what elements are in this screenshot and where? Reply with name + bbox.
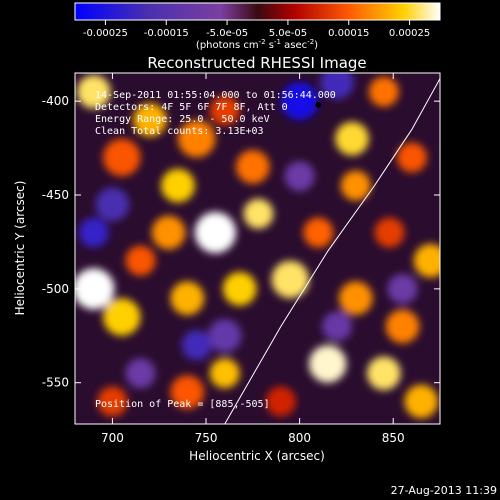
heatmap-blob <box>385 309 420 344</box>
heatmap-blob <box>335 121 369 156</box>
colorbar-tick-label: 0.00015 <box>328 28 369 39</box>
heatmap-blob <box>265 386 296 417</box>
heatmap-blob <box>209 95 240 126</box>
heatmap-blob <box>177 119 216 158</box>
heatmap-blob <box>271 260 309 299</box>
heatmap-blob <box>170 281 205 316</box>
heatmap-blob <box>280 82 319 120</box>
colorbar-tick-label: 5.0e-05 <box>269 28 307 39</box>
heatmap-blob <box>387 273 418 304</box>
heatmap-blob <box>367 356 401 391</box>
heatmap-blob <box>209 358 240 389</box>
heatmap-blob <box>133 103 167 137</box>
heatmap-blob <box>404 384 439 419</box>
heatmap-blobs <box>75 73 440 419</box>
heatmap-blob <box>125 358 156 389</box>
colorbar-ticks: -0.00025 -0.00015 -5.0e-05 5.0e-05 0.00015 0.… <box>83 20 430 39</box>
heatmap-blob <box>75 268 115 310</box>
heatmap-blob <box>194 211 236 254</box>
colorbar-tick-label: 0.00025 <box>389 28 430 39</box>
heatmap-blob <box>322 311 353 342</box>
heatmap-blob <box>284 161 315 192</box>
colorbar-unit: (photons cm-2 s-1 asec-2) <box>196 38 318 51</box>
y-tick-label: -500 <box>42 282 69 296</box>
heatmap-blob <box>170 375 205 409</box>
x-tick-label: 750 <box>195 431 218 445</box>
x-tick-label: 700 <box>101 431 124 445</box>
chart-title: Reconstructed RHESSI Image <box>147 54 366 72</box>
heatmap-blob <box>95 187 130 222</box>
heatmap-blob <box>413 243 440 278</box>
x-axis-ticks: 700 750 800 850 <box>101 73 405 445</box>
heatmap-blob <box>207 318 242 353</box>
y-tick-label: -450 <box>42 188 69 202</box>
y-tick-label: -550 <box>42 376 69 390</box>
heatmap-blob <box>181 330 212 361</box>
heatmap-blob <box>374 217 405 248</box>
heatmap-blob <box>338 281 373 316</box>
heatmap-blob <box>308 345 347 383</box>
heatmap-blob <box>151 215 186 250</box>
y-axis-ticks: -400 -450 -500 -550 <box>42 94 440 390</box>
footer-date: 27-Aug-2013 11:39 <box>391 484 497 497</box>
heatmap-blob <box>78 217 109 248</box>
heatmap-blob <box>235 150 270 184</box>
colorbar-tick-label: -0.00025 <box>83 28 128 39</box>
heatmap-blob <box>76 74 111 109</box>
annotation-detectors: Detectors: 4F 5F 6F 7F 8F, Att 0 <box>95 102 288 113</box>
heatmap-blob <box>396 142 427 173</box>
annotation-energy: Energy Range: 25.0 - 50.0 keV <box>95 114 270 125</box>
annotation-peak: Position of Peak = [885,-505] <box>95 399 270 410</box>
peak-marker <box>315 101 322 108</box>
heatmap-blob <box>303 217 334 248</box>
colorbar <box>74 2 441 21</box>
heatmap-blob <box>222 272 257 306</box>
heatmap-blob <box>340 170 371 201</box>
heatmap-blob <box>103 298 141 336</box>
heatmap-blob <box>368 76 399 107</box>
heatmap-blob <box>97 386 128 417</box>
annotation-time: 14-Sep-2011 01:55:04.000 to 01:56:44.000 <box>95 90 336 101</box>
annotation-clean: Clean Total counts: 3.13E+03 <box>95 126 264 137</box>
heatmap-blob <box>243 198 274 229</box>
plot-frame <box>74 72 441 425</box>
y-tick-label: -400 <box>42 94 69 108</box>
solar-limb-line <box>224 78 440 424</box>
heatmap-blob <box>320 73 354 100</box>
heatmap-blob <box>125 245 156 276</box>
colorbar-tick-label: -0.00015 <box>144 28 189 39</box>
heatmap-blob <box>161 168 195 203</box>
annotations: 14-Sep-2011 01:55:04.000 to 01:56:44.000… <box>95 90 336 410</box>
x-tick-label: 850 <box>382 431 405 445</box>
heatmap-blob <box>103 138 141 177</box>
x-axis-label: Heliocentric X (arcsec) <box>189 449 325 463</box>
x-tick-label: 800 <box>288 431 311 445</box>
colorbar-tick-label: -5.0e-05 <box>206 28 248 39</box>
y-axis-label: Heliocentric Y (arcsec) <box>13 181 27 316</box>
